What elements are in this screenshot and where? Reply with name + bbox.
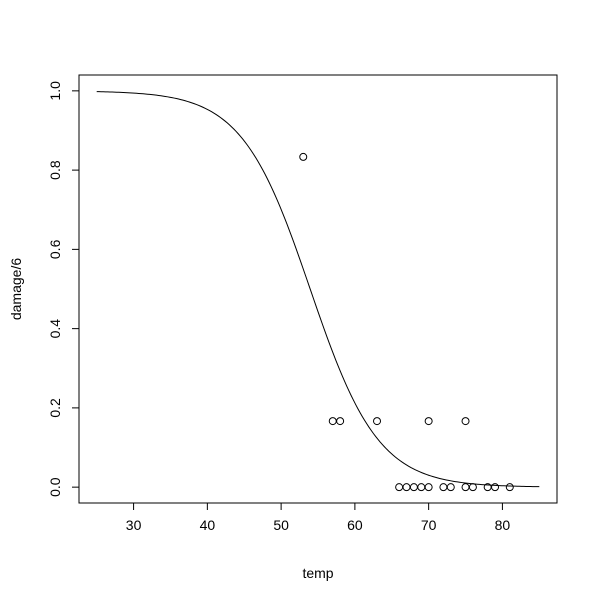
- plot-frame: [78, 74, 558, 504]
- y-tick-label: 0.8: [47, 160, 63, 180]
- y-tick-label: 0.4: [47, 319, 63, 339]
- fitted-curve: [96, 91, 540, 488]
- x-tick-label: 80: [495, 517, 511, 533]
- x-axis: 30 40 50 60 70 80: [126, 502, 511, 533]
- data-point: [328, 417, 337, 426]
- data-point: [424, 417, 433, 426]
- data-points: [299, 152, 514, 492]
- data-point: [402, 483, 411, 492]
- data-point: [461, 417, 470, 426]
- x-axis-title: temp: [302, 565, 333, 581]
- x-tick-label: 50: [273, 517, 289, 533]
- data-point: [446, 483, 455, 492]
- data-point: [299, 152, 308, 161]
- y-tick-label: 1.0: [47, 81, 63, 101]
- data-point: [505, 483, 514, 492]
- y-axis: 0.0 0.2 0.4 0.6 0.8 1.0: [47, 81, 80, 497]
- data-point: [468, 483, 477, 492]
- data-point: [491, 483, 500, 492]
- y-tick-label: 0.6: [47, 239, 63, 259]
- data-point: [461, 483, 470, 492]
- y-tick-label: 0.0: [47, 477, 63, 497]
- y-tick-label: 0.2: [47, 398, 63, 418]
- x-tick-label: 30: [126, 517, 142, 533]
- data-point: [417, 483, 426, 492]
- y-axis-title: damage/6: [8, 258, 24, 320]
- data-point: [336, 417, 345, 426]
- x-tick-label: 60: [347, 517, 363, 533]
- x-tick-label: 40: [200, 517, 216, 533]
- data-point: [439, 483, 448, 492]
- data-point: [395, 483, 404, 492]
- data-point: [424, 483, 433, 492]
- data-point: [373, 417, 382, 426]
- data-point: [409, 483, 418, 492]
- x-tick-label: 70: [421, 517, 437, 533]
